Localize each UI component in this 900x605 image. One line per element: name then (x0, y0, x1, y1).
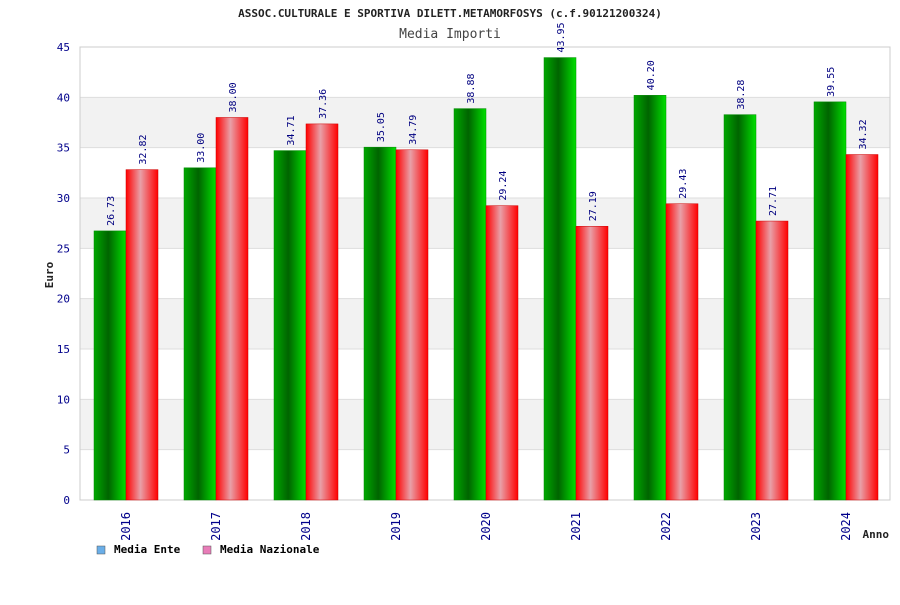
bar-media-ente (93, 230, 127, 501)
data-label: 27.71 (768, 186, 779, 216)
data-label: 32.82 (138, 135, 149, 165)
data-label: 38.28 (736, 80, 747, 110)
bar-media-nazionale (665, 203, 699, 501)
x-tick-label: 2017 (209, 512, 223, 541)
bar-media-nazionale (485, 205, 519, 501)
y-tick-label: 45 (57, 41, 70, 54)
data-label: 43.95 (556, 22, 567, 52)
x-tick-label: 2016 (119, 512, 133, 541)
data-label: 26.73 (106, 196, 117, 226)
data-label: 34.71 (286, 115, 297, 145)
data-label: 34.32 (858, 119, 869, 149)
bar-media-ente (813, 101, 847, 501)
y-tick-label: 20 (57, 293, 70, 306)
x-tick-label: 2021 (569, 512, 583, 541)
bar-media-ente (543, 57, 577, 501)
data-label: 37.36 (318, 89, 329, 119)
x-tick-label: 2020 (479, 512, 493, 541)
y-axis-ticks: 0 5 10 15 20 25 30 35 40 45 (57, 41, 70, 507)
bars (93, 57, 879, 501)
data-label: 35.05 (376, 112, 387, 142)
y-tick-label: 35 (57, 142, 70, 155)
y-tick-label: 15 (57, 343, 70, 356)
data-label: 34.79 (408, 115, 419, 145)
data-label: 39.55 (826, 67, 837, 97)
data-label: 33.00 (196, 133, 207, 163)
chart-title: ASSOC.CULTURALE E SPORTIVA DILETT.METAMO… (238, 7, 662, 20)
y-tick-label: 25 (57, 242, 70, 255)
y-tick-label: 30 (57, 192, 70, 205)
legend: Media Ente Media Nazionale (96, 543, 320, 556)
y-tick-label: 10 (57, 393, 70, 406)
y-tick-label: 40 (57, 91, 70, 104)
x-tick-label: 2024 (839, 512, 853, 541)
bar-media-nazionale (845, 154, 879, 501)
x-tick-label: 2019 (389, 512, 403, 541)
y-tick-label: 5 (63, 444, 70, 457)
plot-band (80, 47, 890, 98)
bar-media-ente (633, 95, 667, 501)
bar-media-nazionale (215, 117, 249, 501)
bar-media-ente (363, 146, 397, 501)
x-axis-ticks: 2016 2017 2018 2019 2020 2021 2022 2023 2024 (119, 512, 853, 541)
bar-media-nazionale (755, 220, 789, 501)
legend-label: Media Nazionale (220, 543, 320, 556)
bar-media-nazionale (575, 226, 609, 501)
legend-label: Media Ente (114, 543, 181, 556)
bar-media-ente (453, 108, 487, 501)
data-label: 38.00 (228, 82, 239, 112)
data-label: 29.43 (678, 169, 689, 199)
y-tick-label: 0 (63, 494, 70, 507)
chart-subtitle: Media Importi (399, 27, 501, 42)
x-axis-label: Anno (863, 528, 890, 541)
data-label: 38.88 (466, 73, 477, 103)
bar-media-ente (273, 150, 307, 501)
bar-media-ente (723, 114, 757, 501)
legend-swatch (96, 545, 106, 555)
legend-swatch (202, 545, 212, 555)
data-label: 29.24 (498, 171, 509, 201)
data-label: 40.20 (646, 60, 657, 90)
x-tick-label: 2022 (659, 512, 673, 541)
bar-media-ente (183, 167, 217, 501)
y-axis-label: Euro (43, 261, 56, 288)
x-tick-label: 2018 (299, 512, 313, 541)
bar-media-nazionale (125, 169, 159, 501)
bar-media-nazionale (305, 123, 339, 501)
data-label: 27.19 (588, 191, 599, 221)
x-tick-label: 2023 (749, 512, 763, 541)
data-labels: 26.73 32.82 33.00 38.00 34.71 37.36 35.05 34.79… (106, 22, 869, 225)
bar-media-nazionale (395, 149, 429, 501)
